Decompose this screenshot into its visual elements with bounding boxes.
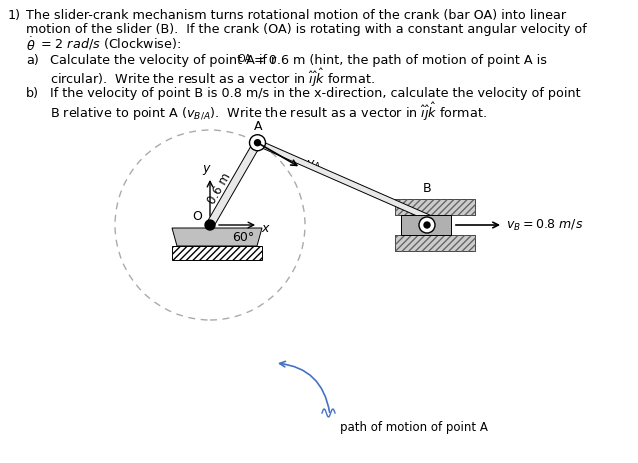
- Text: $v_A$: $v_A$: [306, 159, 320, 172]
- Bar: [395, 200, 475, 216]
- Bar: [395, 236, 475, 251]
- Text: B relative to point A $(v_{B/A})$.  Write the result as a vector in $\hat{\imath: B relative to point A $(v_{B/A})$. Write…: [50, 100, 487, 122]
- Bar: [395, 236, 475, 251]
- Text: $\dot{\theta}$: $\dot{\theta}$: [26, 36, 36, 53]
- Text: = 0.6 m (hint, the path of motion of point A is: = 0.6 m (hint, the path of motion of poi…: [250, 53, 547, 66]
- Text: 0.6 m: 0.6 m: [205, 170, 234, 206]
- Text: 60°: 60°: [232, 231, 255, 244]
- Text: path of motion of point A: path of motion of point A: [340, 420, 488, 433]
- Text: x: x: [261, 222, 269, 235]
- Text: O: O: [192, 210, 202, 223]
- Circle shape: [249, 136, 265, 151]
- Circle shape: [255, 140, 260, 146]
- Text: y: y: [202, 162, 210, 175]
- Circle shape: [205, 220, 215, 231]
- Polygon shape: [256, 141, 446, 228]
- Bar: [395, 200, 475, 216]
- Text: = 2 $\it{rad/s}$ (Clockwise):: = 2 $\it{rad/s}$ (Clockwise):: [36, 36, 181, 51]
- Text: $v_B = 0.8\ m/s$: $v_B = 0.8\ m/s$: [506, 217, 583, 232]
- Text: If the velocity of point B is 0.8 m/s in the x-direction, calculate the velocity: If the velocity of point B is 0.8 m/s in…: [50, 87, 581, 100]
- Text: 1): 1): [8, 9, 21, 22]
- Bar: [401, 216, 451, 236]
- Polygon shape: [172, 229, 262, 246]
- Polygon shape: [207, 141, 261, 227]
- Text: A: A: [255, 119, 263, 132]
- Text: OA: OA: [237, 53, 251, 63]
- Text: b): b): [26, 87, 39, 100]
- Text: The slider-crank mechanism turns rotational motion of the crank (bar OA) into li: The slider-crank mechanism turns rotatio…: [26, 9, 566, 22]
- Text: motion of the slider (B).  If the crank (OA) is rotating with a constant angular: motion of the slider (B). If the crank (…: [26, 22, 587, 36]
- Text: a): a): [26, 53, 39, 66]
- Text: Calculate the velocity of point A if r: Calculate the velocity of point A if r: [50, 53, 276, 66]
- Circle shape: [419, 218, 435, 233]
- Text: circular).  Write the result as a vector in $\hat{\imath}\hat{\jmath}\hat{k}$ fo: circular). Write the result as a vector …: [50, 67, 375, 89]
- Text: B: B: [423, 181, 431, 194]
- Bar: [172, 246, 262, 260]
- Circle shape: [424, 223, 430, 229]
